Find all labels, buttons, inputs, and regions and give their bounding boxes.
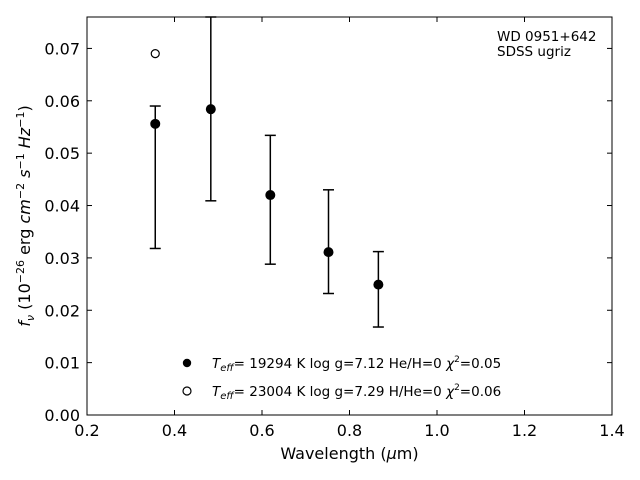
y-tick-label: 0.04: [44, 197, 80, 216]
annotation-line: WD 0951+642: [497, 29, 596, 45]
data-point: [373, 279, 384, 290]
legend-marker-open: [182, 386, 192, 396]
axis-ticks: [86, 17, 613, 416]
y-tick-label: 0.07: [44, 39, 80, 58]
plot-marks: [149, 16, 384, 328]
y-tick-label: 0.06: [44, 92, 80, 111]
y-tick-label: 0.01: [44, 354, 80, 373]
x-tick-label: 1.4: [599, 421, 624, 440]
legend: Teff= 19294 K log g=7.12 He/H=0 χ2=0.05 T…: [182, 355, 501, 402]
y-axis-label: fν (10−26 erg cm−2 s−1 Hz−1): [14, 105, 37, 326]
x-tick-label: 0.4: [162, 421, 187, 440]
annotation-line: SDSS ugriz: [497, 44, 571, 60]
x-tick-label: 0.6: [249, 421, 274, 440]
legend-label: Teff= 19294 K log g=7.12 He/H=0 χ2=0.05: [212, 355, 501, 374]
y-tick-label: 0.02: [44, 301, 80, 320]
x-tick-label: 1.2: [512, 421, 537, 440]
data-point: [323, 247, 334, 258]
x-tick-label: 0.8: [337, 421, 362, 440]
legend-marker: [182, 358, 192, 368]
data-point: [205, 104, 216, 115]
x-axis-label: Wavelength (μm): [280, 444, 418, 463]
data-point-open: [150, 49, 160, 59]
legend-label: Teff= 23004 K log g=7.29 H/He=0 χ2=0.06: [212, 383, 501, 402]
tick-labels: 0.2 0.4 0.6 0.8 1.0 1.2 1.4 0.00 0.01 0.02 0.03 0.0…: [44, 39, 624, 440]
y-tick-label: 0.05: [44, 144, 80, 163]
data-point: [265, 190, 276, 201]
x-tick-label: 1.0: [424, 421, 449, 440]
x-tick-label: 0.2: [74, 421, 99, 440]
data-point: [150, 118, 161, 129]
y-tick-label: 0.00: [44, 406, 80, 425]
y-tick-label: 0.03: [44, 249, 80, 268]
